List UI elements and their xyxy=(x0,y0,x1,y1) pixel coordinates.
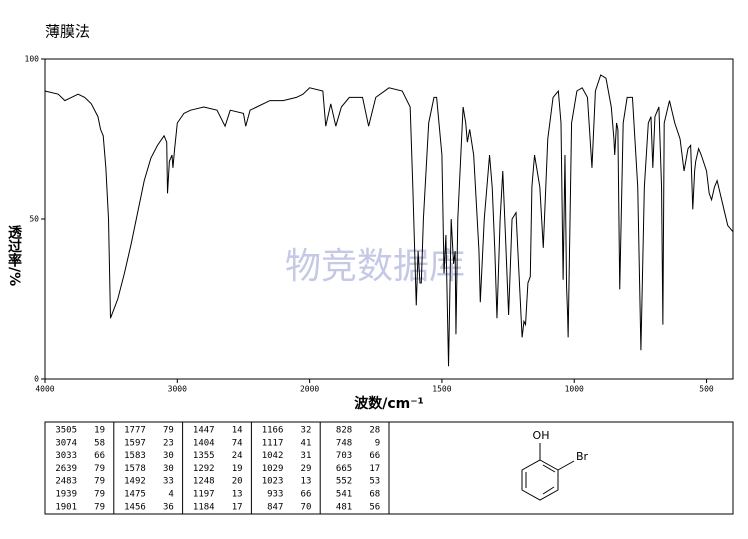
peak-transmittance: 68 xyxy=(369,490,380,500)
peak-wavenumber: 1583 xyxy=(124,451,146,461)
x-tick-label: 2000 xyxy=(300,385,319,394)
peak-wavenumber: 1597 xyxy=(124,438,146,448)
peak-transmittance: 74 xyxy=(232,438,243,448)
peak-wavenumber: 3074 xyxy=(55,438,77,448)
y-axis-label: 透过率/% xyxy=(6,225,22,286)
peak-transmittance: 58 xyxy=(94,438,105,448)
peak-wavenumber: 1166 xyxy=(262,426,284,436)
x-tick-label: 500 xyxy=(699,385,714,394)
x-tick-label: 1500 xyxy=(432,385,451,394)
x-tick-label: 3000 xyxy=(168,385,187,394)
peak-wavenumber: 748 xyxy=(336,438,352,448)
spectrum-line xyxy=(44,74,734,367)
peak-wavenumber: 1578 xyxy=(124,464,146,474)
atom-label: OH xyxy=(533,429,550,442)
peak-transmittance: 66 xyxy=(369,451,380,461)
peak-wavenumber: 541 xyxy=(336,490,352,500)
peak-wavenumber: 1042 xyxy=(262,451,284,461)
peak-wavenumber: 665 xyxy=(336,464,352,474)
peak-transmittance: 79 xyxy=(94,464,105,474)
peak-wavenumber: 552 xyxy=(336,477,352,487)
peak-transmittance: 56 xyxy=(369,502,380,512)
structure-bonds xyxy=(388,422,575,514)
plot-frame xyxy=(44,58,734,380)
peak-transmittance: 53 xyxy=(369,477,380,487)
peak-transmittance: 19 xyxy=(94,426,105,436)
peak-transmittance: 9 xyxy=(375,438,380,448)
peak-transmittance: 79 xyxy=(163,426,174,436)
peak-transmittance: 14 xyxy=(232,426,243,436)
peak-wavenumber: 1355 xyxy=(193,451,215,461)
peak-transmittance: 13 xyxy=(301,477,312,487)
peak-transmittance: 4 xyxy=(168,490,173,500)
x-tick-label: 4000 xyxy=(35,385,54,394)
peak-transmittance: 70 xyxy=(301,502,312,512)
peak-transmittance: 23 xyxy=(163,438,174,448)
peak-transmittance: 17 xyxy=(232,502,243,512)
peak-wavenumber: 1404 xyxy=(193,438,215,448)
benzene-ring xyxy=(521,459,559,501)
title: 薄膜法 xyxy=(45,23,90,41)
peak-wavenumber: 1777 xyxy=(124,426,146,436)
peak-wavenumber: 1023 xyxy=(262,477,284,487)
bond xyxy=(557,460,575,471)
peak-wavenumber: 3033 xyxy=(55,451,77,461)
peak-transmittance: 66 xyxy=(301,490,312,500)
peak-wavenumber: 1029 xyxy=(262,464,284,474)
peak-transmittance: 79 xyxy=(94,502,105,512)
peak-wavenumber: 1117 xyxy=(262,438,284,448)
peak-wavenumber: 1475 xyxy=(124,490,146,500)
double-bond xyxy=(542,486,555,495)
peak-wavenumber: 847 xyxy=(267,502,283,512)
peak-wavenumber: 3505 xyxy=(55,426,77,436)
peak-transmittance: 79 xyxy=(94,477,105,487)
peak-transmittance: 33 xyxy=(163,477,174,487)
peak-wavenumber: 1248 xyxy=(193,477,215,487)
atom-label: Br xyxy=(576,450,589,463)
peak-transmittance: 32 xyxy=(301,426,312,436)
x-axis-label: 波数/cm⁻¹ xyxy=(354,395,424,412)
peak-transmittance: 36 xyxy=(163,502,174,512)
peak-transmittance: 24 xyxy=(232,451,243,461)
x-tick-label: 1000 xyxy=(565,385,584,394)
peak-transmittance: 19 xyxy=(232,464,243,474)
peak-wavenumber: 1292 xyxy=(193,464,215,474)
peak-transmittance: 29 xyxy=(301,464,312,474)
peak-transmittance: 41 xyxy=(301,438,312,448)
peak-wavenumber: 1939 xyxy=(55,490,77,500)
peak-transmittance: 30 xyxy=(163,464,174,474)
peak-wavenumber: 2483 xyxy=(55,477,77,487)
peak-wavenumber: 828 xyxy=(336,426,352,436)
peak-wavenumber: 933 xyxy=(267,490,283,500)
peak-transmittance: 20 xyxy=(232,477,243,487)
y-tick-label: 50 xyxy=(29,215,39,224)
double-bond xyxy=(542,464,556,473)
peak-transmittance: 31 xyxy=(301,451,312,461)
watermark: 物竞数据库 xyxy=(285,246,465,287)
peak-transmittance: 79 xyxy=(94,490,105,500)
peak-wavenumber: 1197 xyxy=(193,490,215,500)
peak-wavenumber: 1901 xyxy=(55,502,77,512)
peak-transmittance: 66 xyxy=(94,451,105,461)
peak-wavenumber: 1492 xyxy=(124,477,146,487)
peak-wavenumber: 1184 xyxy=(193,502,215,512)
y-tick-label: 0 xyxy=(34,375,39,384)
y-tick-label: 100 xyxy=(25,55,40,64)
peak-transmittance: 17 xyxy=(369,464,380,474)
peak-wavenumber: 481 xyxy=(336,502,352,512)
peak-wavenumber: 1456 xyxy=(124,502,146,512)
peak-wavenumber: 1447 xyxy=(193,426,215,436)
peak-wavenumber: 2639 xyxy=(55,464,77,474)
peak-transmittance: 30 xyxy=(163,451,174,461)
peak-transmittance: 28 xyxy=(369,426,380,436)
peak-transmittance: 13 xyxy=(232,490,243,500)
peak-wavenumber: 703 xyxy=(336,451,352,461)
